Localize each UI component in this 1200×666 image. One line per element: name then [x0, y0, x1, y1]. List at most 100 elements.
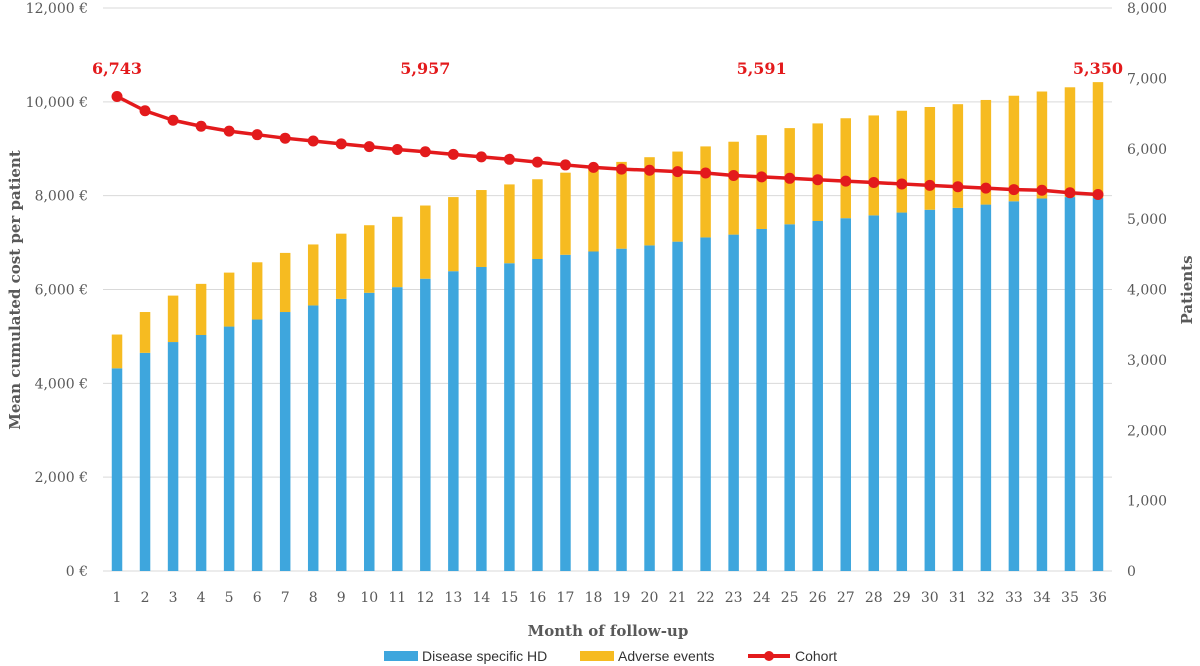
cohort-point: [307, 135, 319, 147]
cohort-data-label: 5,350: [1073, 59, 1123, 78]
bar-adverse-events: [728, 141, 739, 235]
cohort-data-label: 5,957: [400, 59, 450, 78]
cohort-point: [139, 105, 151, 117]
bar-disease-specific-hd: [195, 335, 207, 571]
bar-disease-specific-hd: [139, 352, 151, 571]
y-right-tick-label: 2,000: [1127, 423, 1167, 439]
bar-adverse-events: [195, 283, 207, 336]
y-right-tick-label: 5,000: [1127, 212, 1167, 228]
x-tick-label: 29: [893, 590, 911, 606]
cohort-point: [896, 178, 908, 190]
x-tick-label: 20: [641, 590, 659, 606]
x-tick-label: 2: [141, 590, 150, 606]
legend: Disease specific HD Adverse events Cohor…: [384, 648, 837, 664]
bar-disease-specific-hd: [616, 248, 627, 571]
bar-adverse-events: [251, 262, 263, 320]
bar-disease-specific-hd: [448, 271, 459, 571]
bar-adverse-events: [700, 146, 711, 238]
bar-adverse-events: [672, 151, 683, 242]
cohort-point: [419, 146, 431, 158]
bar-disease-specific-hd: [335, 298, 347, 571]
cohort-point: [1064, 187, 1076, 199]
cohort-point: [672, 166, 684, 178]
bar-adverse-events: [812, 123, 823, 222]
y-axis-left-title: Mean cumulated cost per patient: [6, 150, 24, 430]
cohort-point: [784, 172, 796, 184]
y-right-tick-label: 8,000: [1127, 1, 1167, 17]
x-tick-label: 31: [949, 590, 967, 606]
x-tick-label: 5: [225, 590, 234, 606]
grid-layer: [103, 7, 1112, 572]
cohort-point: [756, 171, 768, 183]
x-tick-label: 26: [809, 590, 827, 606]
x-tick-label: 33: [1005, 590, 1023, 606]
bar-adverse-events: [167, 295, 179, 343]
bar-disease-specific-hd: [896, 212, 908, 571]
x-tick-label: 1: [113, 590, 122, 606]
bar-adverse-events: [420, 205, 431, 279]
cohort-point: [503, 153, 515, 165]
bar-adverse-events: [868, 115, 880, 216]
x-tick-label: 13: [444, 590, 462, 606]
bar-adverse-events: [952, 104, 964, 208]
bar-disease-specific-hd: [1064, 197, 1076, 572]
data-labels-layer: 6,743 5,957 5,591 5,350: [92, 59, 1123, 78]
y-right-tick-label: 3,000: [1127, 353, 1167, 369]
x-tick-label: 34: [1033, 590, 1051, 606]
x-tick-label: 30: [921, 590, 939, 606]
bar-disease-specific-hd: [167, 342, 179, 571]
y-right-tick-label: 1,000: [1127, 494, 1167, 510]
x-tick-label: 10: [360, 590, 378, 606]
bar-adverse-events: [364, 225, 375, 293]
bar-adverse-events: [560, 172, 571, 255]
x-tick-label: 36: [1089, 590, 1107, 606]
cohort-line: [116, 94, 1099, 197]
cohort-point: [447, 148, 459, 160]
x-tick-label: 25: [781, 590, 799, 606]
cohort-line-layer: [111, 90, 1104, 200]
y-left-tick-label: 4,000 €: [35, 376, 88, 392]
y-axis-right-title: Patients: [1178, 255, 1196, 324]
y-left-tick-label: 10,000 €: [26, 95, 88, 111]
cohort-point: [251, 129, 263, 141]
bar-disease-specific-hd: [279, 312, 291, 571]
ticks-layer: 0 € 2,000 € 4,000 € 6,000 € 8,000 € 10,000 € 1…: [26, 1, 1167, 606]
y-right-tick-label: 4,000: [1127, 283, 1167, 299]
y-left-tick-label: 0 €: [66, 564, 88, 580]
cohort-point: [363, 141, 375, 153]
cohort-point: [728, 169, 740, 181]
cohort-point: [195, 120, 207, 132]
x-tick-label: 35: [1061, 590, 1079, 606]
bar-disease-specific-hd: [840, 218, 851, 572]
x-tick-label: 7: [281, 590, 290, 606]
cohort-point: [868, 177, 880, 189]
bar-disease-specific-hd: [307, 305, 319, 571]
bar-adverse-events: [448, 197, 459, 272]
cohort-point: [980, 182, 992, 194]
bar-adverse-events: [279, 252, 291, 313]
x-tick-label: 6: [253, 590, 262, 606]
cohort-point: [167, 114, 179, 126]
x-tick-label: 23: [725, 590, 743, 606]
cohort-data-label: 6,743: [92, 59, 142, 78]
bar-adverse-events: [588, 167, 599, 252]
x-tick-label: 18: [585, 590, 603, 606]
x-tick-label: 21: [669, 590, 687, 606]
bars-layer: [111, 82, 1104, 572]
x-tick-label: 27: [837, 590, 855, 606]
legend-label-disease-specific-hd: Disease specific HD: [422, 648, 547, 664]
cohort-point: [1092, 188, 1104, 200]
bar-disease-specific-hd: [1092, 198, 1104, 571]
legend-label-adverse-events: Adverse events: [618, 648, 715, 664]
cohort-point: [559, 159, 571, 171]
bar-disease-specific-hd: [756, 228, 767, 572]
cohort-point: [111, 90, 123, 102]
cohort-point: [700, 167, 712, 179]
cohort-point: [1008, 184, 1020, 196]
bar-disease-specific-hd: [251, 319, 263, 571]
cohort-point: [924, 179, 936, 191]
cohort-point: [952, 181, 964, 193]
y-left-tick-label: 12,000 €: [26, 1, 88, 17]
bar-disease-specific-hd: [868, 215, 880, 571]
x-tick-label: 3: [169, 590, 178, 606]
